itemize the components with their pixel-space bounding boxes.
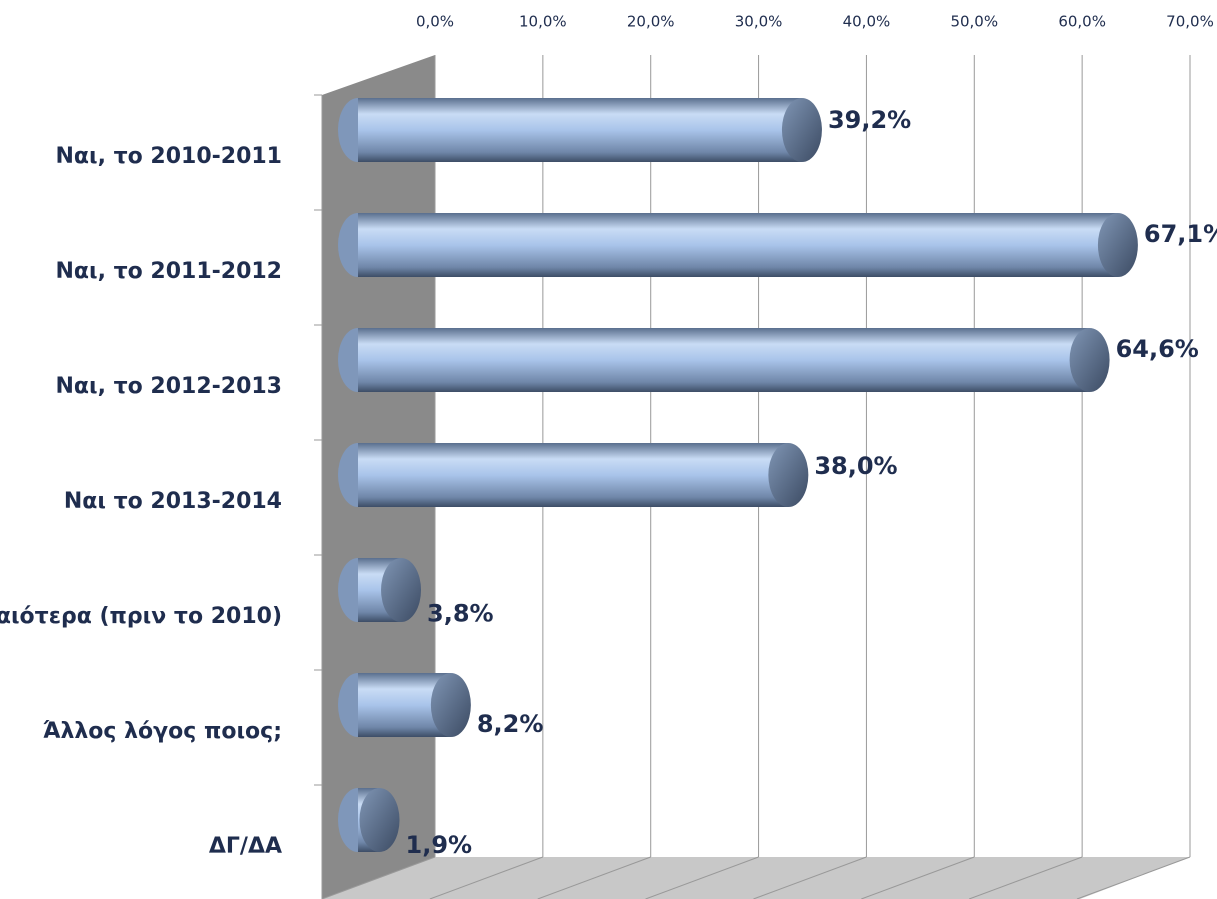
bar [358, 328, 1090, 392]
floor-line [645, 856, 759, 899]
bar-cap [1097, 213, 1138, 277]
x-tick-label: 60,0% [1058, 13, 1106, 31]
y-tick-label: Ναι, το 2012-2013 [55, 374, 282, 399]
bar [358, 98, 802, 162]
bar-cap [359, 788, 400, 852]
y-tick-label: Άλλος λόγος ποιος; [43, 719, 282, 744]
bar [358, 213, 1118, 277]
bar-cap [381, 558, 422, 622]
y-tick-label: Ναι το 2013-2014 [64, 489, 282, 514]
data-label: 64,6% [1116, 335, 1199, 363]
x-tick-label: 30,0% [735, 13, 783, 31]
bar-cap [768, 443, 809, 507]
floor-line [537, 856, 651, 899]
data-label: 67,1% [1144, 220, 1217, 248]
bar-cap [430, 673, 471, 737]
y-tick-label: Ναι, το 2011-2012 [55, 259, 282, 284]
data-label: 1,9% [406, 831, 473, 859]
y-tick-label: Παλαιότερα (πριν το 2010) [0, 604, 282, 629]
data-label: 3,8% [427, 599, 494, 627]
y-tick-label: ΔΓ/ΔΑ [209, 834, 282, 859]
x-tick-label: 40,0% [843, 13, 891, 31]
x-tick-label: 50,0% [950, 13, 998, 31]
floor-line [968, 856, 1083, 899]
bar-cap [781, 98, 822, 162]
data-label: 38,0% [814, 452, 897, 480]
x-tick-label: 20,0% [627, 13, 675, 31]
floor-line [321, 856, 436, 899]
x-tick-label: 0,0% [416, 13, 454, 31]
floor-line [861, 856, 975, 899]
bar [358, 443, 789, 507]
floor-line [753, 856, 867, 899]
x-tick-label: 10,0% [519, 13, 567, 31]
bar-cap [1069, 328, 1110, 392]
floor-line [429, 856, 544, 899]
data-label: 39,2% [828, 106, 911, 134]
y-tick-label: Ναι, το 2010-2011 [55, 144, 282, 169]
floor-line [1076, 856, 1191, 899]
data-label: 8,2% [477, 710, 544, 738]
x-tick-label: 70,0% [1166, 13, 1214, 31]
floor [322, 857, 1190, 899]
